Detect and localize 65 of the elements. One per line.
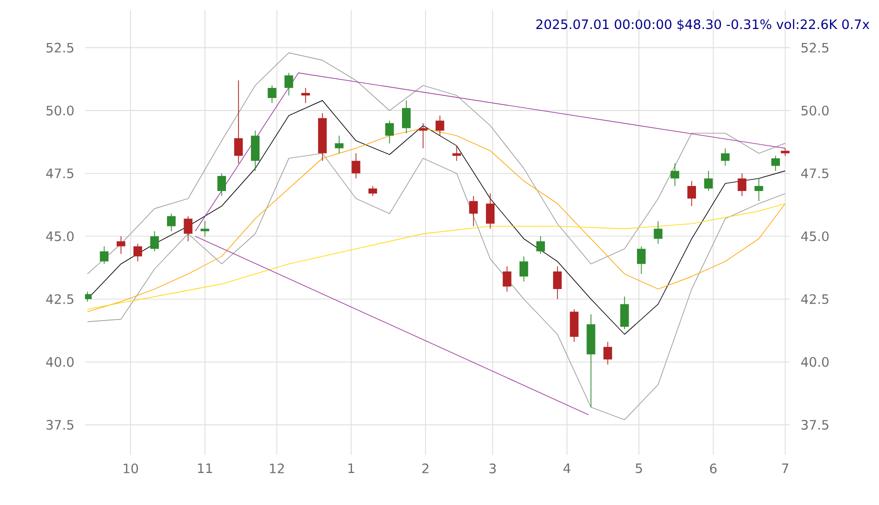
y2-tick-label: 50.0 xyxy=(802,106,829,116)
candlestick xyxy=(502,266,512,292)
y-tick-label: 47.5 xyxy=(46,168,74,178)
candlestick xyxy=(436,115,444,136)
candlestick xyxy=(352,152,360,179)
candlestick xyxy=(150,230,159,252)
y-tick-label: 50.0 xyxy=(46,106,74,116)
candlestick xyxy=(754,178,764,202)
y-tick-label: 42.5 xyxy=(46,294,74,304)
candlestick xyxy=(687,180,696,206)
candlestick xyxy=(520,256,528,282)
candlestick xyxy=(133,243,142,262)
candlestick xyxy=(418,122,428,149)
x-tick-label: 10 xyxy=(124,464,138,474)
y2-tick-label: 47.5 xyxy=(801,168,828,178)
candlestick xyxy=(167,213,176,232)
x-tick-label: 4 xyxy=(563,464,570,473)
line-series xyxy=(87,52,786,274)
candlestick xyxy=(720,148,730,166)
candlestick xyxy=(184,216,192,242)
x-tick-label: 1 xyxy=(348,464,354,473)
candlestick xyxy=(402,100,411,134)
candlestick xyxy=(654,220,662,244)
candlestick xyxy=(268,85,276,104)
y2-tick-label: 45.0 xyxy=(801,231,829,242)
x-tick-label: 6 xyxy=(710,464,717,474)
candlestick xyxy=(469,196,478,227)
candlestick xyxy=(200,220,210,237)
y-tick-label: 45.0 xyxy=(46,231,74,242)
candlestick xyxy=(486,193,495,230)
candlestick xyxy=(603,341,612,365)
candlestick xyxy=(771,155,780,172)
x-tick-label: 5 xyxy=(636,464,642,474)
x-tick-label: 7 xyxy=(782,464,788,473)
candlestick xyxy=(368,186,378,196)
candlestick xyxy=(536,236,545,254)
candlestick xyxy=(100,246,109,264)
x-tick-label: 12 xyxy=(270,464,284,474)
x-tick-label: 11 xyxy=(198,464,212,473)
candlestick xyxy=(620,296,629,330)
candlestick xyxy=(738,173,746,196)
text: 2025.07.01 00:00:00 $48.30 -0.31% vol:22.6K 0.7x xyxy=(536,19,870,31)
candlestick xyxy=(334,135,344,154)
y2-tick-label: 42.5 xyxy=(801,294,828,304)
candlestick xyxy=(670,162,680,186)
candlestick xyxy=(301,88,310,104)
y2-tick-label: 40.0 xyxy=(801,357,829,367)
y-tick-label: 37.5 xyxy=(46,420,74,430)
y-tick-label: 40.0 xyxy=(46,357,74,367)
candlestick xyxy=(452,145,461,162)
y2-tick-label: 52.5 xyxy=(802,42,828,53)
line-series xyxy=(87,203,786,310)
x-tick-label: 2 xyxy=(422,464,428,474)
y-tick-label: 52.5 xyxy=(46,42,74,53)
candlestick xyxy=(234,80,243,164)
candlestick xyxy=(217,173,226,196)
y2-tick-label: 37.5 xyxy=(802,420,828,430)
candlestick xyxy=(637,246,646,274)
candlestick xyxy=(284,72,294,96)
candlestick xyxy=(704,170,713,192)
line-series xyxy=(87,152,786,420)
candlestick xyxy=(553,266,562,300)
candlestick xyxy=(116,236,126,254)
x-tick-label: 3 xyxy=(490,464,496,474)
candlestick xyxy=(385,120,394,144)
